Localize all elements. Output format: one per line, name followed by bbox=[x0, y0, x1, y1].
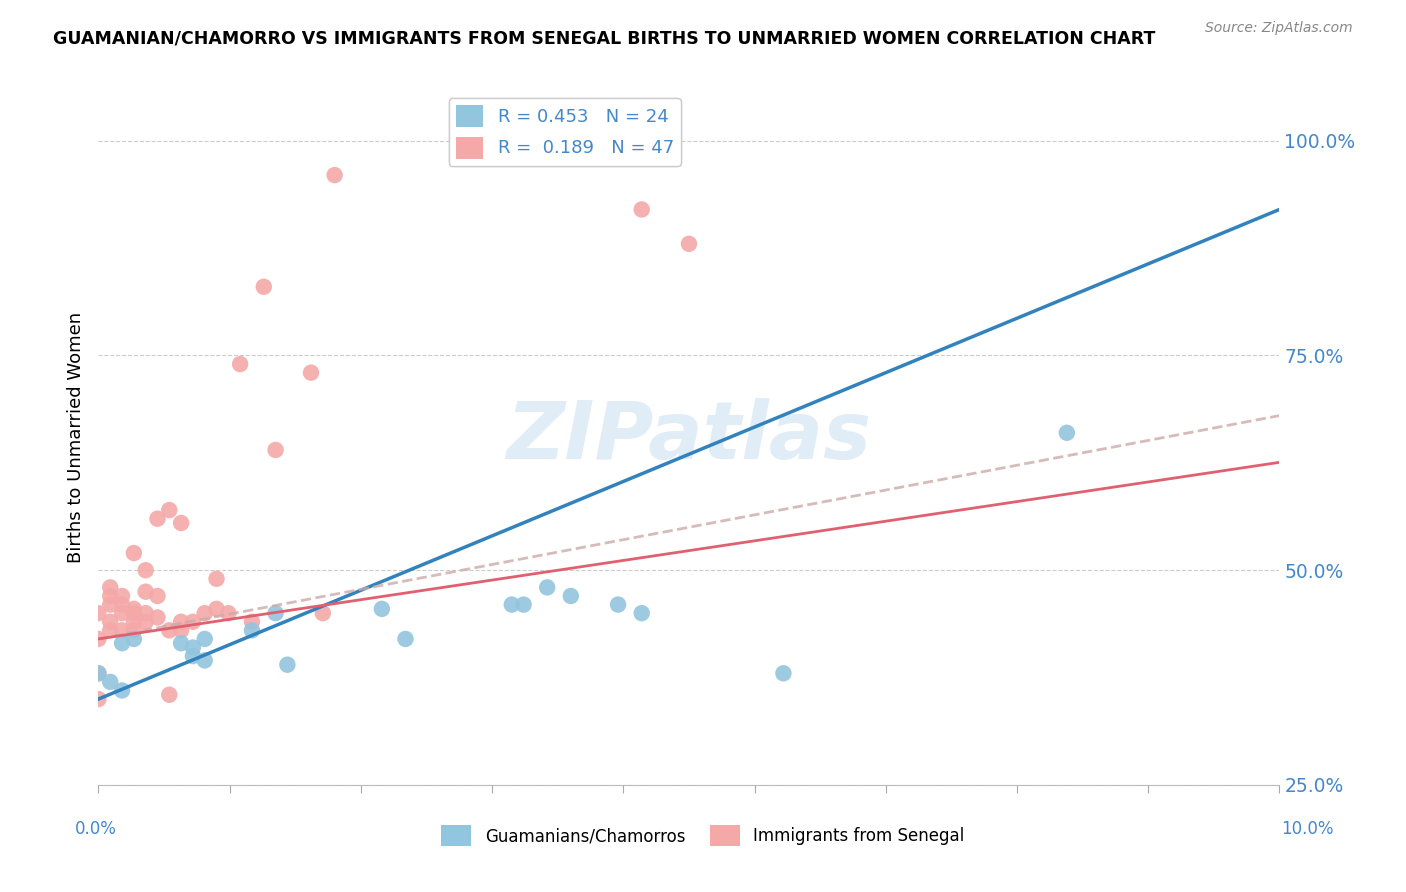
Point bbox=[122, 546, 145, 560]
Point bbox=[98, 598, 121, 612]
Point bbox=[678, 236, 700, 251]
Point bbox=[111, 606, 134, 620]
Point bbox=[135, 615, 157, 629]
Point bbox=[98, 624, 121, 638]
Point bbox=[111, 624, 134, 638]
Point bbox=[87, 666, 110, 681]
Point bbox=[157, 503, 180, 517]
Text: GUAMANIAN/CHAMORRO VS IMMIGRANTS FROM SENEGAL BIRTHS TO UNMARRIED WOMEN CORRELAT: GUAMANIAN/CHAMORRO VS IMMIGRANTS FROM SE… bbox=[53, 29, 1156, 47]
Point bbox=[170, 516, 193, 530]
Point bbox=[205, 572, 228, 586]
Point bbox=[560, 589, 582, 603]
Point bbox=[229, 357, 252, 371]
Point bbox=[111, 598, 134, 612]
Point bbox=[122, 615, 145, 629]
Point bbox=[512, 598, 534, 612]
Point bbox=[98, 589, 121, 603]
Point bbox=[1056, 425, 1078, 440]
Point bbox=[170, 615, 193, 629]
Point bbox=[194, 606, 217, 620]
Point bbox=[181, 649, 204, 664]
Point bbox=[135, 606, 157, 620]
Point bbox=[146, 511, 169, 525]
Point bbox=[524, 868, 547, 882]
Point bbox=[264, 606, 287, 620]
Point bbox=[146, 610, 169, 624]
Point bbox=[194, 632, 217, 646]
Point bbox=[394, 632, 416, 646]
Point bbox=[98, 615, 121, 629]
Point bbox=[536, 581, 558, 595]
Point bbox=[276, 657, 298, 672]
Point bbox=[87, 666, 110, 681]
Point bbox=[146, 589, 169, 603]
Point bbox=[194, 653, 217, 667]
Point bbox=[170, 624, 193, 638]
Point bbox=[312, 606, 335, 620]
Text: 0.0%: 0.0% bbox=[75, 820, 117, 838]
Text: ZIPatlas: ZIPatlas bbox=[506, 398, 872, 476]
Point bbox=[217, 606, 239, 620]
Point bbox=[170, 636, 193, 650]
Text: 10.0%: 10.0% bbox=[1281, 820, 1334, 838]
Point bbox=[157, 688, 180, 702]
Point bbox=[135, 584, 157, 599]
Point bbox=[98, 674, 121, 689]
Point bbox=[87, 692, 110, 706]
Point bbox=[240, 624, 263, 638]
Point bbox=[111, 636, 134, 650]
Point bbox=[371, 602, 394, 616]
Point bbox=[157, 624, 180, 638]
Point bbox=[678, 872, 700, 887]
Point bbox=[240, 615, 263, 629]
Point bbox=[181, 640, 204, 655]
Point bbox=[299, 366, 322, 380]
Point bbox=[122, 602, 145, 616]
Point bbox=[111, 683, 134, 698]
Point bbox=[630, 606, 652, 620]
Point bbox=[181, 615, 204, 629]
Point bbox=[98, 581, 121, 595]
Point bbox=[264, 442, 287, 457]
Point bbox=[323, 168, 346, 182]
Text: Source: ZipAtlas.com: Source: ZipAtlas.com bbox=[1205, 21, 1353, 35]
Point bbox=[122, 606, 145, 620]
Point bbox=[501, 598, 523, 612]
Legend: Guamanians/Chamorros, Immigrants from Senegal: Guamanians/Chamorros, Immigrants from Se… bbox=[434, 819, 972, 853]
Point bbox=[87, 606, 110, 620]
Point bbox=[122, 632, 145, 646]
Point bbox=[135, 563, 157, 577]
Point bbox=[607, 598, 630, 612]
Point bbox=[253, 279, 276, 293]
Point bbox=[122, 624, 145, 638]
Y-axis label: Births to Unmarried Women: Births to Unmarried Women bbox=[66, 311, 84, 563]
Point bbox=[772, 666, 794, 681]
Point bbox=[205, 602, 228, 616]
Point bbox=[560, 868, 582, 882]
Point bbox=[630, 202, 652, 217]
Legend: R = 0.453   N = 24, R =  0.189   N = 47: R = 0.453 N = 24, R = 0.189 N = 47 bbox=[449, 98, 681, 166]
Point bbox=[111, 589, 134, 603]
Point bbox=[87, 632, 110, 646]
